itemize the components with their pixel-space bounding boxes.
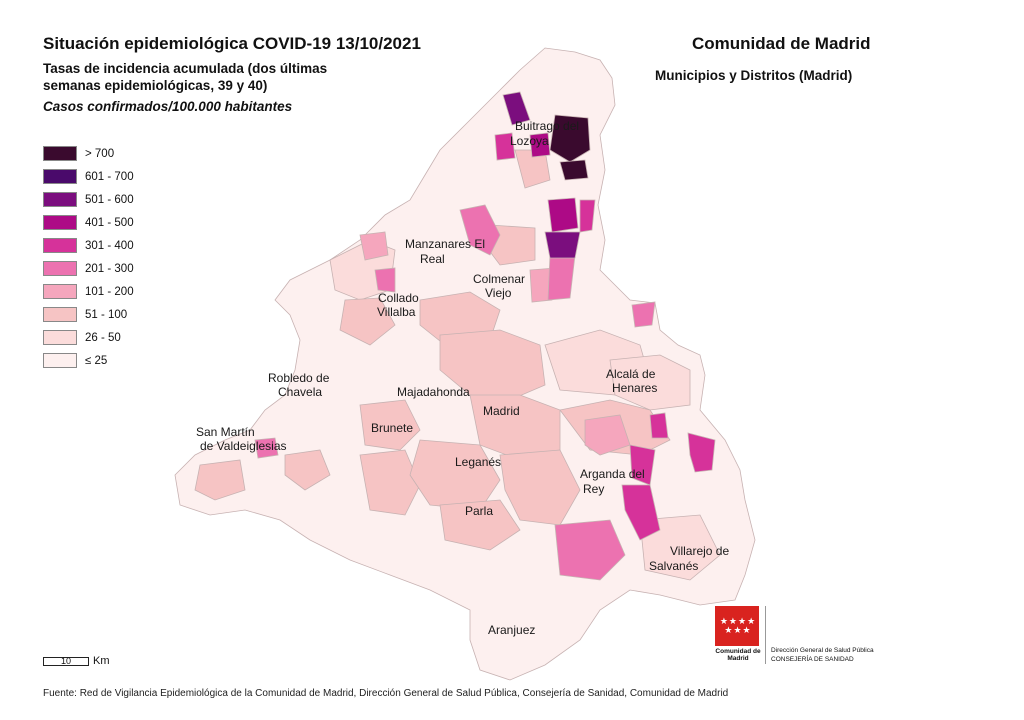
map-title: Situación epidemiológica COVID-19 13/10/… (43, 34, 421, 53)
legend-item: > 700 (43, 142, 134, 165)
municipality-southwest-edge (284, 449, 331, 491)
municipality-north-g (544, 231, 581, 259)
municipality-highlight-9 (687, 432, 716, 473)
place-label: Aranjuez (488, 623, 535, 637)
scale-box: 10 (43, 656, 89, 666)
municipality-highlight-6 (631, 301, 656, 328)
legend-item: ≤ 25 (43, 349, 134, 372)
municipality-highlight-7 (584, 414, 631, 456)
place-label: Colmenar Viejo (473, 272, 525, 300)
place-labels: Buitrago del Lozoya Manzanares El Real Colme… (196, 119, 729, 637)
place-label: Parla (465, 504, 493, 518)
legend-label: 501 - 600 (85, 193, 134, 206)
legend-label: 401 - 500 (85, 216, 134, 229)
scale-unit: Km (93, 655, 110, 667)
municipality-north-c (502, 91, 531, 126)
legend-swatch (43, 146, 77, 161)
place-label: Manzanares El Real (405, 237, 485, 266)
logo-divider (765, 606, 766, 664)
legend-swatch (43, 307, 77, 322)
choropleth-map: Buitrago del Lozoya Manzanares El Real Colme… (174, 47, 756, 681)
logo-name: Comunidad de Madrid (715, 648, 761, 662)
municipality-villalba (339, 297, 396, 346)
municipality-highlight-11 (621, 484, 661, 541)
legend-swatch (43, 215, 77, 230)
municipality-madrid-north (439, 329, 546, 401)
legend-swatch (43, 261, 77, 276)
legend: > 700 601 - 700 501 - 600 401 - 500 301 - 40… (43, 142, 134, 372)
municipality-san-martin (254, 437, 279, 459)
map-subtitle: Tasas de incidencia acumulada (dos últim… (43, 61, 328, 93)
legend-item: 51 - 100 (43, 303, 134, 326)
municipality-north-f (579, 199, 596, 233)
municipality-highlight-5 (547, 254, 576, 301)
legend-item: 501 - 600 (43, 188, 134, 211)
legend-label: 26 - 50 (85, 331, 121, 344)
legend-label: 301 - 400 (85, 239, 134, 252)
department-line-1: Dirección General de Salud Pública (771, 647, 874, 654)
place-label: Villarejo de Salvanés (649, 544, 729, 573)
legend-item: 26 - 50 (43, 326, 134, 349)
legend-label: 51 - 100 (85, 308, 128, 321)
legend-item: 101 - 200 (43, 280, 134, 303)
region-name: Comunidad de Madrid (692, 34, 871, 53)
municipality-brunete (359, 399, 421, 451)
place-label: Majadahonda (397, 385, 470, 399)
place-label: Alcalá de Henares (606, 367, 657, 395)
municipality-west-edge (194, 459, 246, 501)
legend-label: 201 - 300 (85, 262, 134, 275)
municipality-highlight-1 (459, 204, 501, 256)
municipality-arganda-south (554, 519, 626, 581)
comunidad-madrid-logo: ★★★★ ★★★ Comunidad de Madrid Dirección G… (715, 606, 875, 666)
municipality-villarejo (639, 514, 721, 581)
place-label: Arganda del Rey (580, 467, 645, 496)
municipality-north-b (494, 132, 516, 161)
legend-item: 201 - 300 (43, 257, 134, 280)
source-note: Fuente: Red de Vigilancia Epidemiológica… (43, 688, 729, 699)
logo-department: Dirección General de Salud Pública CONSE… (771, 646, 874, 664)
legend-swatch (43, 284, 77, 299)
municipality-buitrago (549, 114, 591, 163)
legend-item: 601 - 700 (43, 165, 134, 188)
legend-label: ≤ 25 (85, 354, 108, 367)
place-label: Madrid (483, 404, 520, 418)
legend-swatch (43, 330, 77, 345)
place-label: Brunete (371, 421, 413, 435)
legend-item: 301 - 400 (43, 234, 134, 257)
municipality-highlight-3 (374, 267, 396, 293)
place-label: Collado Villalba (377, 291, 419, 319)
place-label: San Martín de Valdeiglesias (196, 425, 287, 453)
municipality-north-e (547, 197, 579, 233)
municipality-southwest (359, 449, 421, 516)
department-line-2: CONSEJERÍA DE SANIDAD (771, 656, 854, 663)
stars-icon: ★★★★ ★★★ (719, 616, 757, 635)
legend-label: > 700 (85, 147, 115, 160)
scale-bar: 10 Km (43, 655, 110, 667)
place-label: Robledo de Chavela (268, 371, 330, 399)
place-label: Buitrago del Lozoya (510, 119, 579, 148)
map-scope: Municipios y Distritos (Madrid) (655, 68, 853, 83)
legend-label: 601 - 700 (85, 170, 134, 183)
legend-swatch (43, 353, 77, 368)
municipality-alcala (609, 354, 691, 411)
municipality-parla (439, 499, 521, 551)
legend-label: 101 - 200 (85, 285, 134, 298)
flag-icon: ★★★★ ★★★ (715, 606, 759, 646)
legend-swatch (43, 169, 77, 184)
municipality-north-h (559, 159, 589, 181)
legend-item: 401 - 500 (43, 211, 134, 234)
municipality-north-d (529, 132, 551, 158)
place-label: Leganés (455, 455, 501, 469)
legend-swatch (43, 238, 77, 253)
map-units: Casos confirmados/100.000 habitantes (43, 99, 293, 114)
legend-swatch (43, 192, 77, 207)
municipality-highlight-2 (359, 231, 389, 261)
municipality-highlight-8 (649, 412, 669, 439)
municipality-layer (174, 47, 756, 681)
